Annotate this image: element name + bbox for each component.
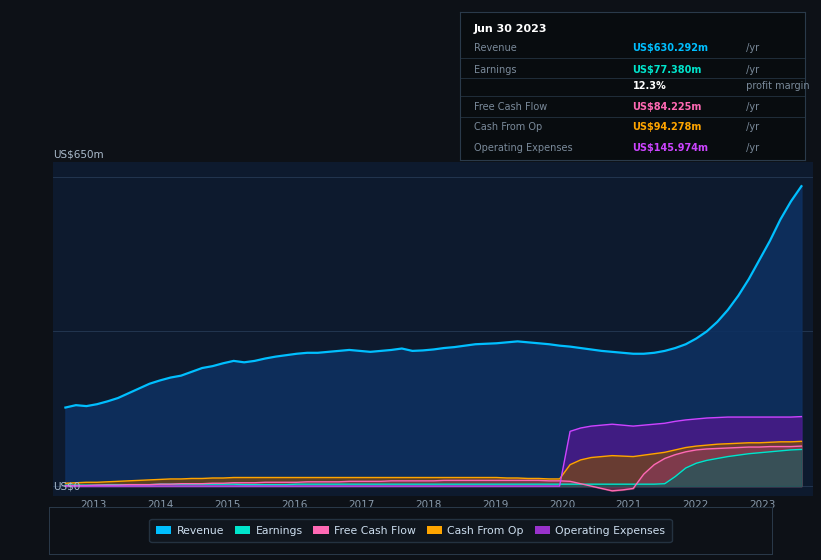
Text: US$630.292m: US$630.292m: [632, 43, 709, 53]
Text: Cash From Op: Cash From Op: [474, 123, 542, 133]
Text: US$0: US$0: [53, 482, 80, 492]
Text: US$145.974m: US$145.974m: [632, 143, 709, 153]
Text: Jun 30 2023: Jun 30 2023: [474, 24, 548, 34]
Legend: Revenue, Earnings, Free Cash Flow, Cash From Op, Operating Expenses: Revenue, Earnings, Free Cash Flow, Cash …: [149, 519, 672, 542]
Text: /yr: /yr: [743, 123, 759, 133]
Text: Revenue: Revenue: [474, 43, 516, 53]
Text: /yr: /yr: [743, 102, 759, 112]
Text: US$650m: US$650m: [53, 150, 104, 160]
Text: US$84.225m: US$84.225m: [632, 102, 702, 112]
Text: Operating Expenses: Operating Expenses: [474, 143, 572, 153]
Text: Free Cash Flow: Free Cash Flow: [474, 102, 547, 112]
Text: profit margin: profit margin: [743, 81, 810, 91]
Text: US$77.380m: US$77.380m: [632, 65, 702, 74]
Text: 12.3%: 12.3%: [632, 81, 667, 91]
Text: /yr: /yr: [743, 43, 759, 53]
Text: /yr: /yr: [743, 65, 759, 74]
Text: /yr: /yr: [743, 143, 759, 153]
Text: US$94.278m: US$94.278m: [632, 123, 702, 133]
Text: Earnings: Earnings: [474, 65, 516, 74]
